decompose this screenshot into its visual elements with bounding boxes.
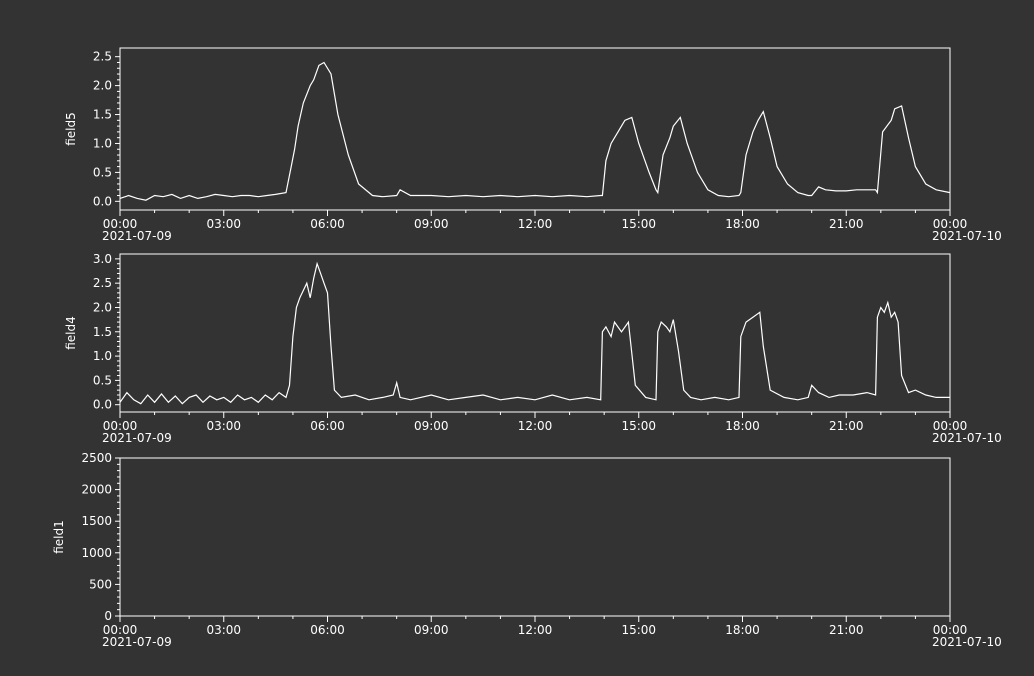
x-date-label: 2021-07-10 (932, 635, 1002, 649)
x-tick-label: 12:00 (518, 217, 553, 231)
y-tick-label: 2.5 (93, 50, 112, 64)
y-tick-label: 3.0 (93, 252, 112, 266)
y-tick-label: 0.5 (93, 165, 112, 179)
y-tick-label: 2500 (81, 451, 112, 465)
y-tick-label: 0.0 (93, 398, 112, 412)
y-tick-label: 1500 (81, 514, 112, 528)
x-tick-label: 00:00 (933, 419, 968, 433)
x-date-label: 2021-07-10 (932, 431, 1002, 445)
x-tick-label: 09:00 (414, 623, 449, 637)
x-tick-label: 09:00 (414, 419, 449, 433)
y-tick-label: 2.0 (93, 79, 112, 93)
x-tick-label: 00:00 (933, 217, 968, 231)
x-tick-label: 00:00 (103, 217, 138, 231)
x-tick-label: 15:00 (621, 623, 656, 637)
y-tick-label: 500 (89, 577, 112, 591)
x-tick-label: 18:00 (725, 217, 760, 231)
y-tick-label: 2000 (81, 483, 112, 497)
chart-panel-field1: 0 500 1000 1500 2000 2500 field1 00:00 03:00 06:0… (52, 451, 1002, 649)
y-axis-label: field4 (64, 316, 78, 350)
series-line-field4 (119, 261, 950, 405)
y-tick-label: 0 (104, 609, 112, 623)
y-tick-label: 0.0 (93, 194, 112, 208)
x-tick-label: 00:00 (103, 623, 138, 637)
plot-area (119, 47, 951, 211)
x-tick-label: 18:00 (725, 623, 760, 637)
x-tick-label: 06:00 (310, 419, 345, 433)
x-tick-label: 06:00 (310, 623, 345, 637)
x-tick-label: 15:00 (621, 217, 656, 231)
x-tick-label: 03:00 (206, 419, 241, 433)
x-tick-label: 18:00 (725, 419, 760, 433)
x-tick-label: 21:00 (829, 419, 864, 433)
x-tick-label: 03:00 (206, 217, 241, 231)
y-tick-label: 2.0 (93, 300, 112, 314)
x-tick-label: 00:00 (103, 419, 138, 433)
series-line-field5 (119, 61, 951, 201)
plot-area (119, 457, 951, 617)
y-tick-label: 1000 (81, 546, 112, 560)
x-tick-label: 12:00 (518, 419, 553, 433)
x-tick-label: 06:00 (310, 217, 345, 231)
x-date-label: 2021-07-10 (932, 229, 1002, 243)
y-tick-label: 1.5 (93, 108, 112, 122)
x-date-label: 2021-07-09 (102, 635, 172, 649)
x-date-label: 2021-07-09 (102, 431, 172, 445)
x-tick-label: 15:00 (621, 419, 656, 433)
x-tick-label: 03:00 (206, 623, 241, 637)
y-tick-label: 2.5 (93, 276, 112, 290)
y-axis-label: field5 (64, 112, 78, 146)
y-tick-label: 1.0 (93, 349, 112, 363)
x-tick-label: 21:00 (829, 623, 864, 637)
x-tick-label: 21:00 (829, 217, 864, 231)
chart-panel-field4: 0.0 0.5 1.0 1.5 2.0 2.5 3.0 field4 00:00 03:00 06:… (64, 252, 1002, 445)
plot-area (119, 253, 951, 413)
x-date-label: 2021-07-09 (102, 229, 172, 243)
x-tick-label: 09:00 (414, 217, 449, 231)
x-tick-label: 12:00 (518, 623, 553, 637)
x-tick-label: 00:00 (933, 623, 968, 637)
y-axis-label: field1 (52, 520, 66, 554)
y-tick-label: 0.5 (93, 373, 112, 387)
y-tick-label: 1.5 (93, 325, 112, 339)
y-tick-label: 1.0 (93, 136, 112, 150)
chart-panel-field5: 0.0 0.5 1.0 1.5 2.0 2.5 field5 00:00 03:00 06:00 0… (64, 47, 1002, 243)
